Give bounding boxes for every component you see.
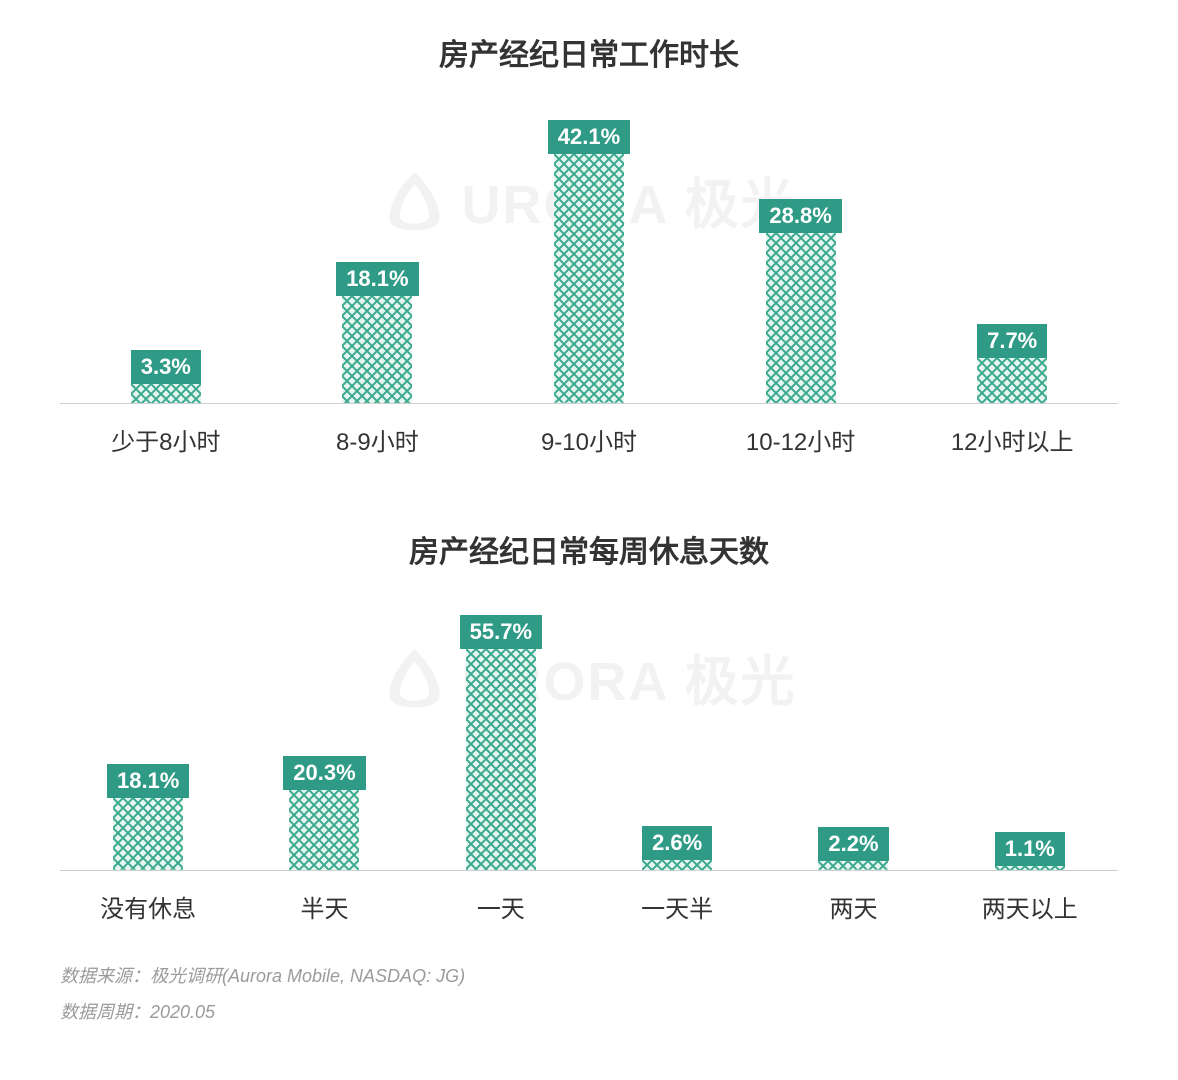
- bar-rect: [289, 790, 359, 871]
- chart-rest-days: 房产经纪日常每周休息天数 URORA 极光 18.1%20.3%55.7%2.6…: [60, 527, 1118, 924]
- category-label: 一天半: [589, 889, 765, 924]
- chart1-bars-area: 3.3% 18.1% 42.1% 28.8% 7.7%: [60, 104, 1118, 404]
- category-label: 半天: [236, 889, 412, 924]
- bar-value-badge: 1.1%: [995, 832, 1065, 866]
- bar-value-badge: 2.6%: [642, 826, 712, 860]
- category-label: 两天: [765, 889, 941, 924]
- bar-rect: [466, 649, 536, 870]
- category-label: 12小时以上: [906, 422, 1118, 457]
- bar-rect: [113, 798, 183, 870]
- bar-column: 18.1%: [60, 764, 236, 870]
- category-label: 10-12小时: [695, 422, 907, 457]
- bar-rect: [995, 866, 1065, 870]
- bar-value-badge: 18.1%: [336, 262, 418, 296]
- bar-value-badge: 3.3%: [131, 350, 201, 384]
- bar-column: 18.1%: [272, 262, 484, 403]
- bar-value-badge: 42.1%: [548, 120, 630, 154]
- bar-column: 1.1%: [942, 832, 1118, 870]
- bar-column: 55.7%: [413, 615, 589, 870]
- chart2-categories: 没有休息半天一天一天半两天两天以上: [60, 889, 1118, 924]
- bar-column: 2.6%: [589, 826, 765, 870]
- chart-work-hours: 房产经纪日常工作时长 URORA 极光 3.3%18.1%42.1%28.8%7…: [60, 30, 1118, 457]
- bar-rect: [342, 296, 412, 403]
- chart1-categories: 少于8小时8-9小时9-10小时10-12小时12小时以上: [60, 422, 1118, 457]
- bar-value-badge: 55.7%: [460, 615, 542, 649]
- bar-column: 42.1%: [483, 120, 695, 403]
- bar-rect: [766, 233, 836, 403]
- bar-value-badge: 2.2%: [818, 827, 888, 861]
- bar-value-badge: 28.8%: [759, 199, 841, 233]
- footer-source-label: 数据来源：: [60, 966, 150, 986]
- bar-rect: [642, 860, 712, 870]
- bar-value-badge: 7.7%: [977, 324, 1047, 358]
- bar-column: 7.7%: [906, 324, 1118, 404]
- category-label: 两天以上: [942, 889, 1118, 924]
- category-label: 9-10小时: [483, 422, 695, 457]
- bar-column: 2.2%: [765, 827, 941, 870]
- bar-value-badge: 20.3%: [283, 756, 365, 790]
- bar-column: 3.3%: [60, 350, 272, 404]
- bar-rect: [818, 861, 888, 870]
- page-root: 房产经纪日常工作时长 URORA 极光 3.3%18.1%42.1%28.8%7…: [0, 0, 1178, 1080]
- chart2-title: 房产经纪日常每周休息天数: [60, 527, 1118, 571]
- footer-period: 数据周期：2020.05: [60, 994, 1118, 1030]
- bar-column: 20.3%: [236, 756, 412, 871]
- chart2-bars-area: 18.1% 20.3% 55.7% 2.6% 2.2% 1.1%: [60, 601, 1118, 871]
- chart1-title: 房产经纪日常工作时长: [60, 30, 1118, 74]
- footer-source: 数据来源：极光调研(Aurora Mobile, NASDAQ: JG): [60, 958, 1118, 994]
- bar-value-badge: 18.1%: [107, 764, 189, 798]
- bar-rect: [131, 384, 201, 404]
- footer-period-label: 数据周期：: [60, 1002, 150, 1022]
- footer-period-value: 2020.05: [150, 1002, 215, 1022]
- bar-column: 28.8%: [695, 199, 907, 403]
- category-label: 8-9小时: [272, 422, 484, 457]
- bar-rect: [977, 358, 1047, 404]
- footer-notes: 数据来源：极光调研(Aurora Mobile, NASDAQ: JG) 数据周…: [60, 958, 1118, 1030]
- category-label: 少于8小时: [60, 422, 272, 457]
- bar-rect: [554, 154, 624, 403]
- category-label: 一天: [413, 889, 589, 924]
- category-label: 没有休息: [60, 889, 236, 924]
- footer-source-value: 极光调研(Aurora Mobile, NASDAQ: JG): [150, 966, 465, 986]
